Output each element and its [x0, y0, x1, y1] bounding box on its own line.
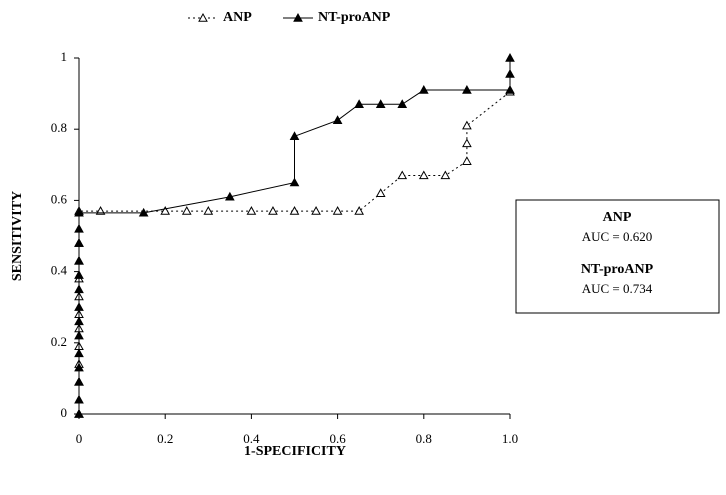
data-point	[74, 394, 84, 404]
y-axis-label: SENSITIVITY	[10, 191, 25, 281]
legend-marker	[198, 12, 208, 22]
data-point	[74, 408, 84, 418]
x-tick-label: 0	[76, 431, 83, 446]
data-point	[462, 85, 472, 94]
x-tick-label: 0.6	[329, 431, 346, 446]
data-point	[181, 206, 192, 215]
data-point	[74, 284, 84, 294]
data-point	[311, 206, 321, 215]
data-point	[505, 52, 515, 62]
data-point	[246, 206, 257, 215]
data-point	[418, 85, 429, 94]
x-tick-label: 1.0	[502, 431, 518, 446]
data-point	[74, 362, 84, 372]
data-point	[397, 170, 408, 180]
legend-marker	[293, 12, 303, 22]
annotation-title: ANP	[603, 210, 632, 225]
data-point	[74, 223, 84, 233]
data-point	[354, 206, 364, 215]
data-point	[74, 207, 84, 217]
y-tick-label: 0.4	[51, 263, 68, 278]
y-tick-label: 0.2	[51, 334, 67, 349]
data-point	[74, 238, 84, 247]
data-point	[74, 376, 84, 386]
data-point	[462, 120, 472, 130]
y-tick-label: 0	[61, 405, 68, 420]
data-point	[354, 99, 364, 108]
x-axis-label: 1-SPECIFICITY	[244, 444, 346, 459]
y-tick-label: 1	[61, 49, 68, 64]
data-point	[462, 156, 472, 165]
annotation-text: AUC = 0.734	[582, 281, 653, 296]
data-point	[74, 255, 84, 265]
data-point	[397, 99, 408, 108]
data-point	[505, 85, 515, 94]
data-point	[440, 170, 451, 180]
data-point	[418, 170, 429, 180]
legend-label: ANP	[223, 10, 252, 25]
x-tick-label: 0.8	[416, 431, 432, 446]
data-point	[375, 99, 386, 108]
data-point	[332, 115, 343, 124]
data-point	[160, 206, 171, 215]
annotation-box	[515, 199, 720, 314]
data-point	[225, 191, 235, 201]
annotation-text: AUC = 0.620	[582, 229, 653, 244]
data-point	[332, 206, 343, 215]
data-point	[289, 131, 300, 141]
data-point	[74, 270, 84, 279]
data-point	[74, 316, 84, 326]
data-point	[203, 206, 214, 215]
data-point	[74, 330, 84, 340]
data-point	[375, 188, 386, 197]
data-point	[268, 206, 278, 215]
x-tick-label: 0.4	[243, 431, 260, 446]
data-point	[289, 206, 300, 215]
legend-label: NT-proANP	[318, 10, 391, 25]
y-tick-label: 0.8	[51, 120, 67, 135]
data-point	[505, 68, 515, 78]
data-point	[74, 348, 84, 358]
annotation-title: NT-proANP	[581, 262, 654, 277]
y-tick-label: 0.6	[51, 191, 68, 206]
series-line	[78, 58, 511, 414]
data-point	[462, 138, 472, 148]
data-point	[74, 302, 84, 311]
x-tick-label: 0.2	[157, 431, 173, 446]
data-point	[138, 207, 149, 217]
data-point	[289, 177, 300, 187]
